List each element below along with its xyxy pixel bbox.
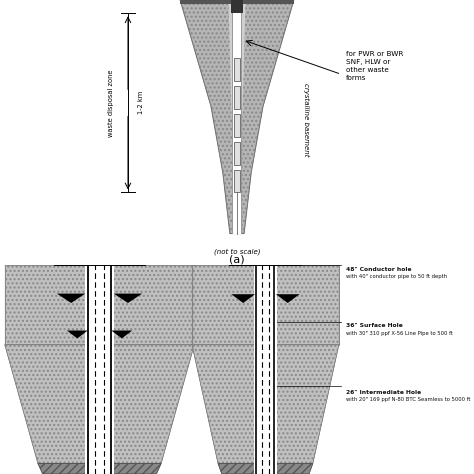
Text: for PWR or BWR
SNF, HLW or
other waste
forms: for PWR or BWR SNF, HLW or other waste f…	[346, 51, 403, 82]
Text: crystalline basement: crystalline basement	[303, 82, 310, 156]
Polygon shape	[5, 345, 194, 464]
Bar	[232, 0, 242, 234]
Text: (a): (a)	[229, 254, 245, 264]
Polygon shape	[192, 265, 339, 345]
Text: 48" Conductor hole: 48" Conductor hole	[346, 267, 411, 272]
Bar	[234, 114, 240, 137]
Bar	[85, 255, 114, 474]
Polygon shape	[67, 330, 88, 338]
Bar	[180, 0, 294, 4]
Text: 36" Surface Hole: 36" Surface Hole	[346, 323, 403, 328]
Bar	[234, 58, 240, 81]
Polygon shape	[38, 464, 161, 474]
Text: 1-2 km: 1-2 km	[138, 91, 144, 115]
Bar	[254, 255, 277, 474]
Bar	[234, 170, 240, 192]
Text: waste disposal zone: waste disposal zone	[109, 69, 114, 137]
Polygon shape	[5, 265, 194, 345]
Text: with 40" conductor pipe to 50 ft depth: with 40" conductor pipe to 50 ft depth	[346, 274, 447, 279]
Polygon shape	[57, 293, 85, 303]
Text: with 20" 169 ppf N-80 BTC Seamless to 5000 ft: with 20" 169 ppf N-80 BTC Seamless to 50…	[346, 397, 471, 402]
Polygon shape	[276, 294, 300, 303]
Text: with 30" 310 ppf X-56 Line Pipe to 500 ft: with 30" 310 ppf X-56 Line Pipe to 500 f…	[346, 330, 453, 336]
Text: 26" Intermediate Hole: 26" Intermediate Hole	[346, 390, 421, 395]
Bar	[233, 0, 241, 234]
Polygon shape	[192, 345, 339, 464]
Polygon shape	[228, 0, 246, 226]
Text: (not to scale): (not to scale)	[214, 249, 260, 255]
Bar	[234, 142, 240, 164]
Bar	[231, 0, 243, 13]
Polygon shape	[218, 464, 313, 474]
Polygon shape	[180, 0, 294, 234]
Bar	[234, 86, 240, 109]
Polygon shape	[114, 293, 142, 303]
Polygon shape	[231, 294, 255, 303]
Polygon shape	[111, 330, 132, 338]
